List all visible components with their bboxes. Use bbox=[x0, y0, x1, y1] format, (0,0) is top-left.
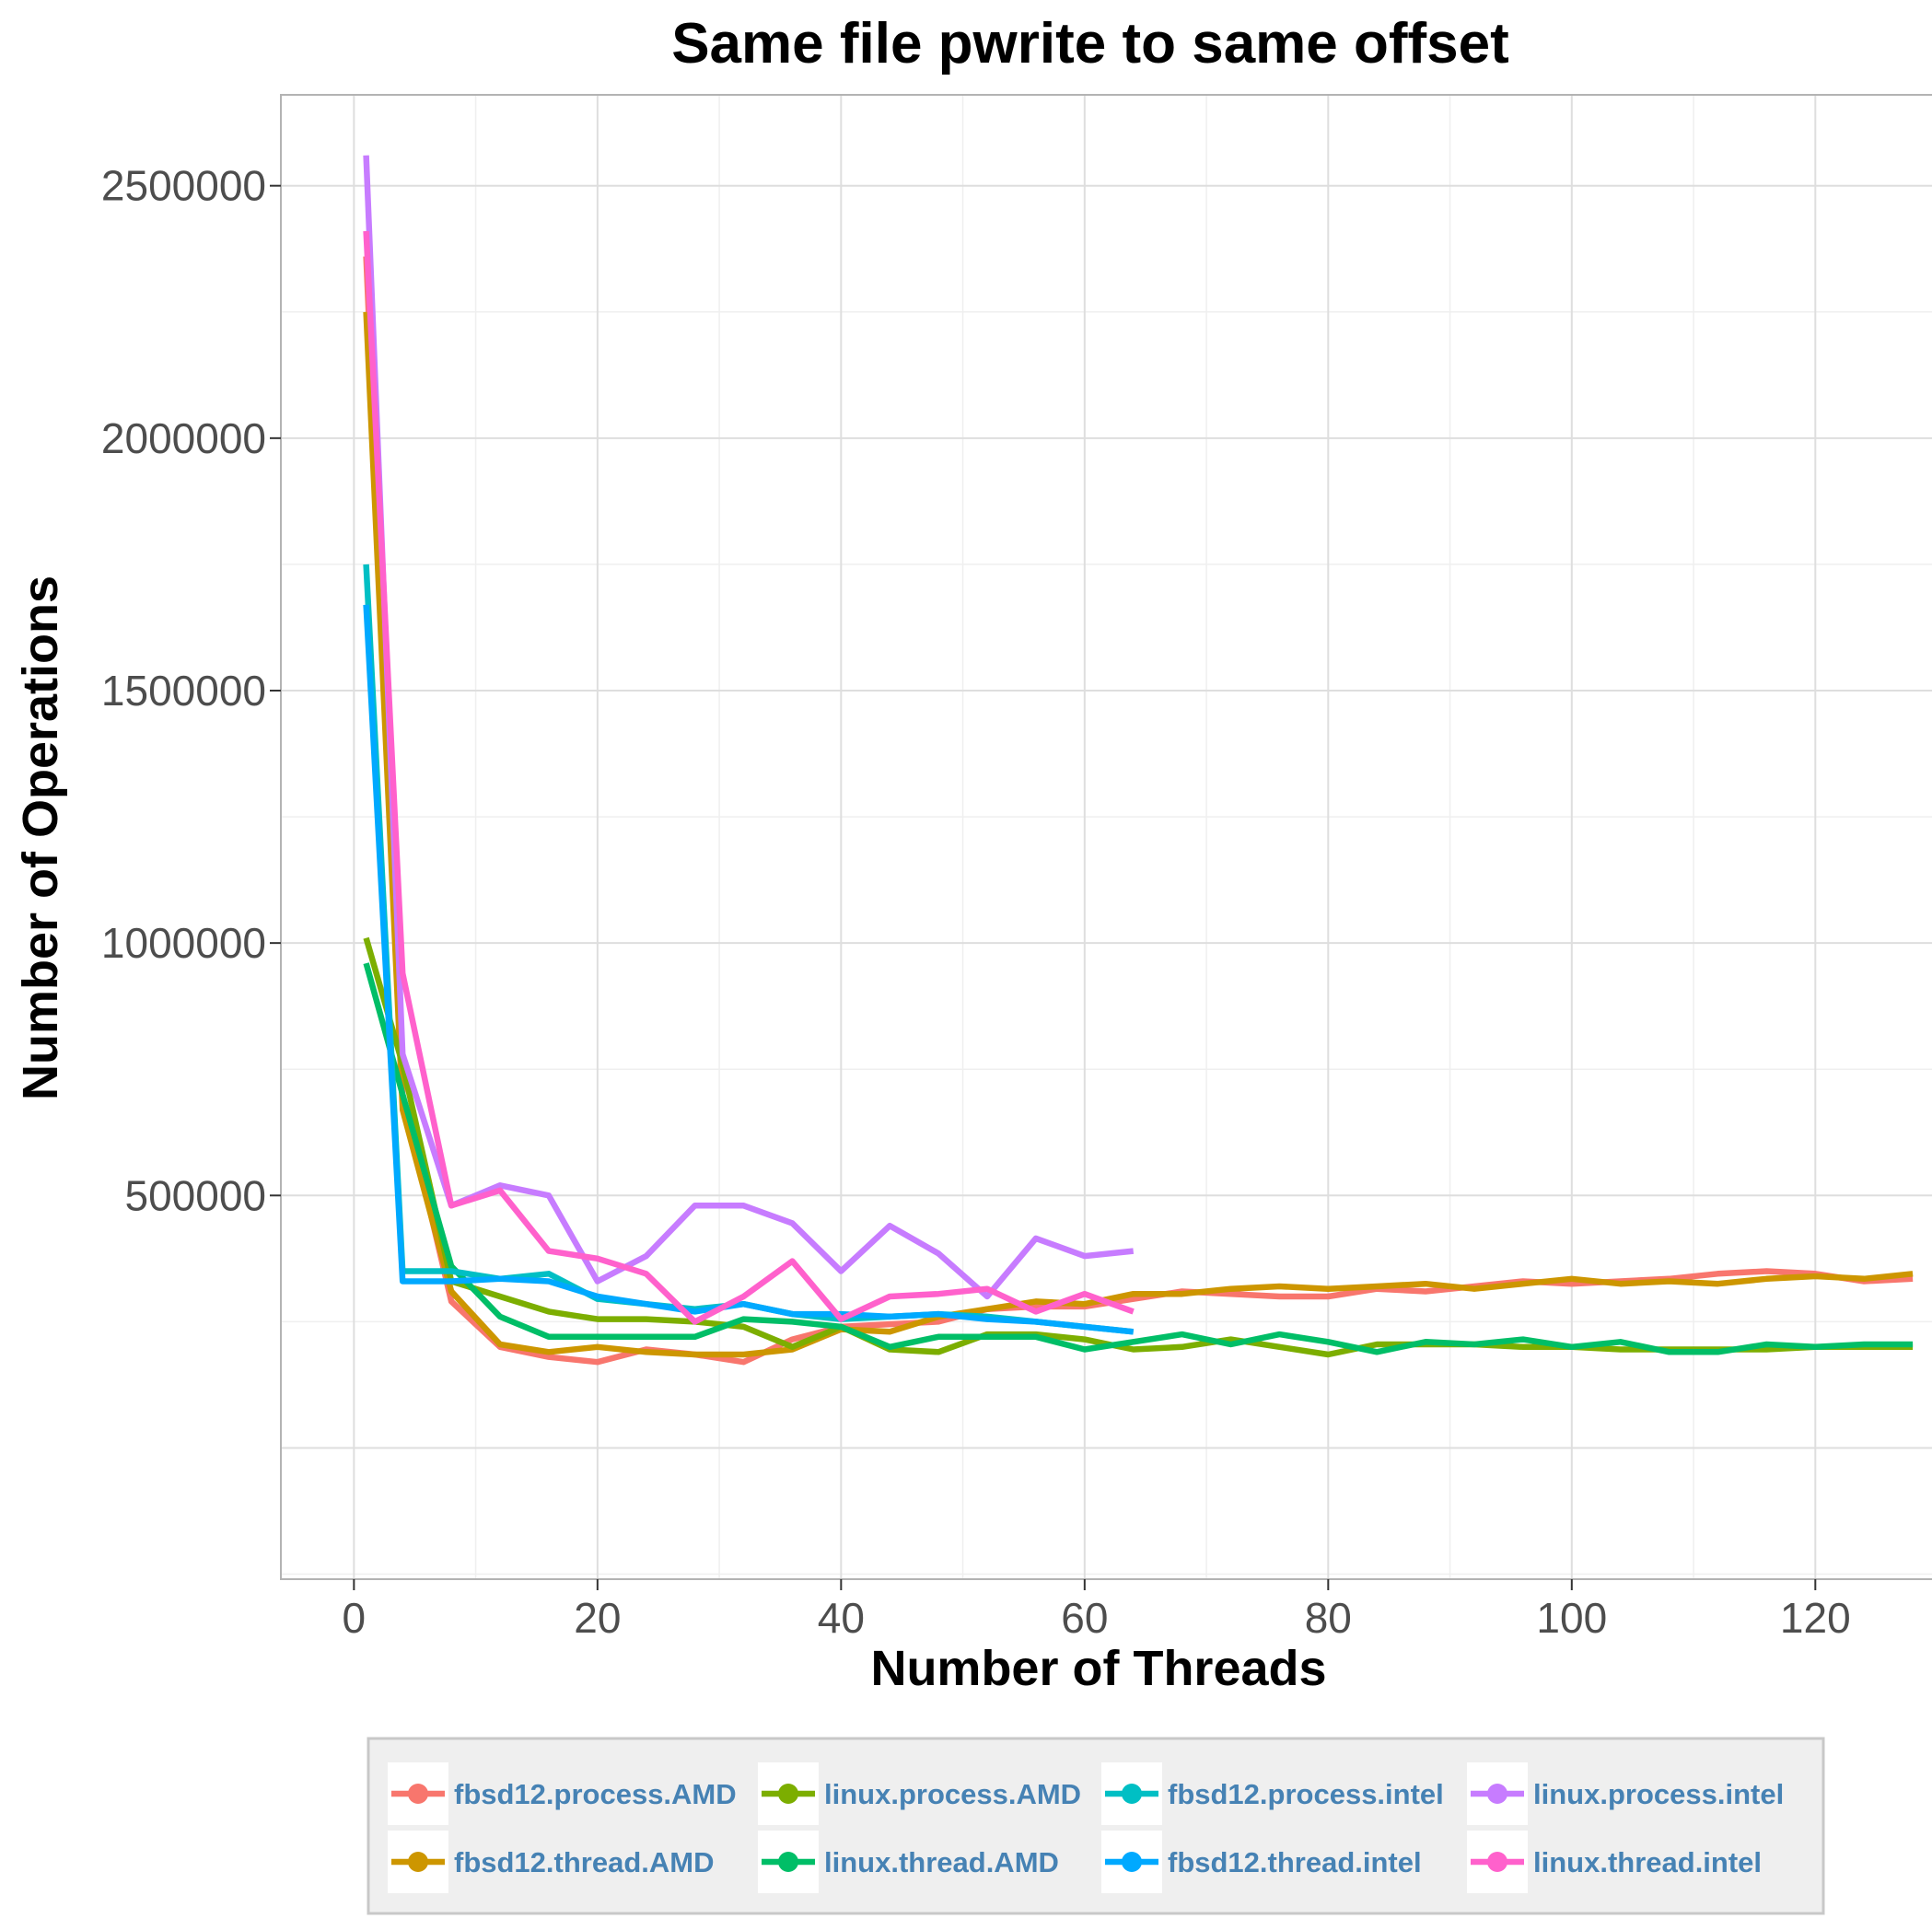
axis-ticks: 0 20 40 60 80 100 120 500000 1000000 1500000 20000… bbox=[101, 162, 1851, 1642]
x-tick-label: 40 bbox=[818, 1594, 865, 1642]
legend-key-point bbox=[1122, 1852, 1142, 1872]
series-line-fbsd12-thread-intel bbox=[363, 604, 1135, 1335]
series-line-linux-process-intel bbox=[363, 155, 1135, 1300]
x-tick-label: 100 bbox=[1536, 1594, 1607, 1642]
data-lines bbox=[363, 155, 1914, 1366]
legend: fbsd12.process.AMD fbsd12.thread.AMD linux… bbox=[388, 1762, 1784, 1893]
legend-key-point bbox=[1487, 1784, 1507, 1804]
legend-label: fbsd12.process.AMD bbox=[454, 1778, 737, 1810]
legend-key-point bbox=[1487, 1852, 1507, 1872]
legend-key-point bbox=[408, 1784, 428, 1804]
y-tick-label: 2500000 bbox=[101, 162, 266, 210]
legend-key-point bbox=[408, 1852, 428, 1872]
series-line-linux-thread-AMD bbox=[363, 962, 1914, 1355]
legend-key-point bbox=[1122, 1784, 1142, 1804]
legend-label: linux.thread.AMD bbox=[824, 1846, 1059, 1878]
legend-label: fbsd12.thread.intel bbox=[1168, 1846, 1422, 1878]
grid-lines bbox=[281, 95, 1932, 1579]
x-tick-label: 80 bbox=[1305, 1594, 1352, 1642]
x-tick-label: 0 bbox=[343, 1594, 367, 1642]
y-tick-label: 2000000 bbox=[101, 414, 266, 462]
y-tick-label: 500000 bbox=[125, 1171, 267, 1219]
x-tick-label: 60 bbox=[1061, 1594, 1108, 1642]
y-tick-label: 1500000 bbox=[101, 667, 266, 715]
x-tick-label: 120 bbox=[1780, 1594, 1851, 1642]
legend-label: linux.process.AMD bbox=[824, 1778, 1081, 1810]
x-axis-title: Number of Threads bbox=[870, 1641, 1326, 1696]
series-line-fbsd12-process-intel bbox=[363, 564, 1135, 1335]
legend-label: fbsd12.process.intel bbox=[1168, 1778, 1444, 1810]
legend-box bbox=[367, 1737, 1825, 1915]
legend-label: linux.thread.intel bbox=[1533, 1846, 1762, 1878]
y-axis-title: Number of Operations bbox=[13, 576, 68, 1100]
legend-label: linux.process.intel bbox=[1533, 1778, 1784, 1810]
legend-label: fbsd12.thread.AMD bbox=[454, 1846, 714, 1878]
series-line-linux-thread-intel bbox=[363, 230, 1135, 1325]
legend-key-point bbox=[778, 1784, 798, 1804]
legend-key-point bbox=[778, 1852, 798, 1872]
chart-title: Same file pwrite to same offset bbox=[671, 12, 1509, 76]
plot-panel-border bbox=[280, 94, 1932, 1580]
x-tick-label: 20 bbox=[574, 1594, 621, 1642]
series-line-fbsd12-thread-AMD bbox=[363, 311, 1914, 1358]
y-tick-label: 1000000 bbox=[101, 919, 266, 967]
